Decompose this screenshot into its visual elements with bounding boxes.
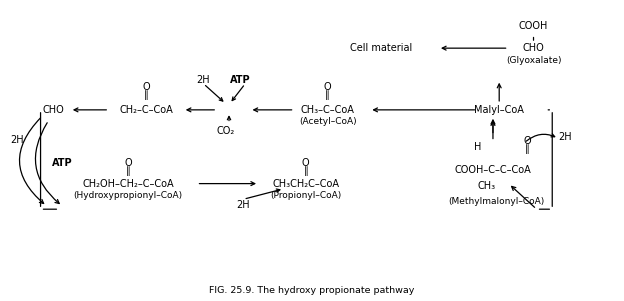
Text: O: O [324,82,331,92]
Text: ATP: ATP [230,75,251,85]
Text: CH₂–C–CoA: CH₂–C–CoA [120,105,173,115]
Text: FIG. 25.9. The hydroxy propionate pathway: FIG. 25.9. The hydroxy propionate pathwa… [209,286,415,295]
Text: COOH–C–C–CoA: COOH–C–C–CoA [455,165,531,175]
Text: O: O [524,136,531,147]
Text: O: O [143,82,150,92]
Text: Malyl–CoA: Malyl–CoA [474,105,524,115]
Text: ∥: ∥ [525,144,530,154]
Text: ATP: ATP [52,157,73,168]
Text: CH₃–C–CoA: CH₃–C–CoA [301,105,354,115]
Text: Cell material: Cell material [349,43,412,53]
Text: O: O [302,158,310,168]
Text: CO₂: CO₂ [217,126,235,136]
Text: H: H [474,142,481,153]
Text: 2H: 2H [10,135,24,145]
Text: CHO: CHO [42,105,64,115]
Text: 2H: 2H [236,200,250,210]
Text: 2H: 2H [558,132,572,142]
Text: (Hydroxypropionyl–CoA): (Hydroxypropionyl–CoA) [74,191,182,200]
Text: CH₃: CH₃ [477,181,496,191]
Text: (Propionyl–CoA): (Propionyl–CoA) [270,191,341,200]
Text: (Glyoxalate): (Glyoxalate) [506,56,561,65]
Text: CH₃CH₂C–CoA: CH₃CH₂C–CoA [272,178,339,189]
Text: ∥: ∥ [325,90,330,101]
Text: ∥: ∥ [303,166,308,176]
Text: (Methylmalonyl–CoA): (Methylmalonyl–CoA) [448,197,544,206]
Text: O: O [124,158,132,168]
Text: CH₂OH–CH₂–C–CoA: CH₂OH–CH₂–C–CoA [82,178,173,189]
Text: 2H: 2H [196,75,210,85]
Text: ∥: ∥ [125,166,130,176]
Text: CHO: CHO [523,43,544,53]
Text: (Acetyl–CoA): (Acetyl–CoA) [299,117,356,126]
Text: ∥: ∥ [144,90,149,101]
Text: COOH: COOH [519,20,548,31]
